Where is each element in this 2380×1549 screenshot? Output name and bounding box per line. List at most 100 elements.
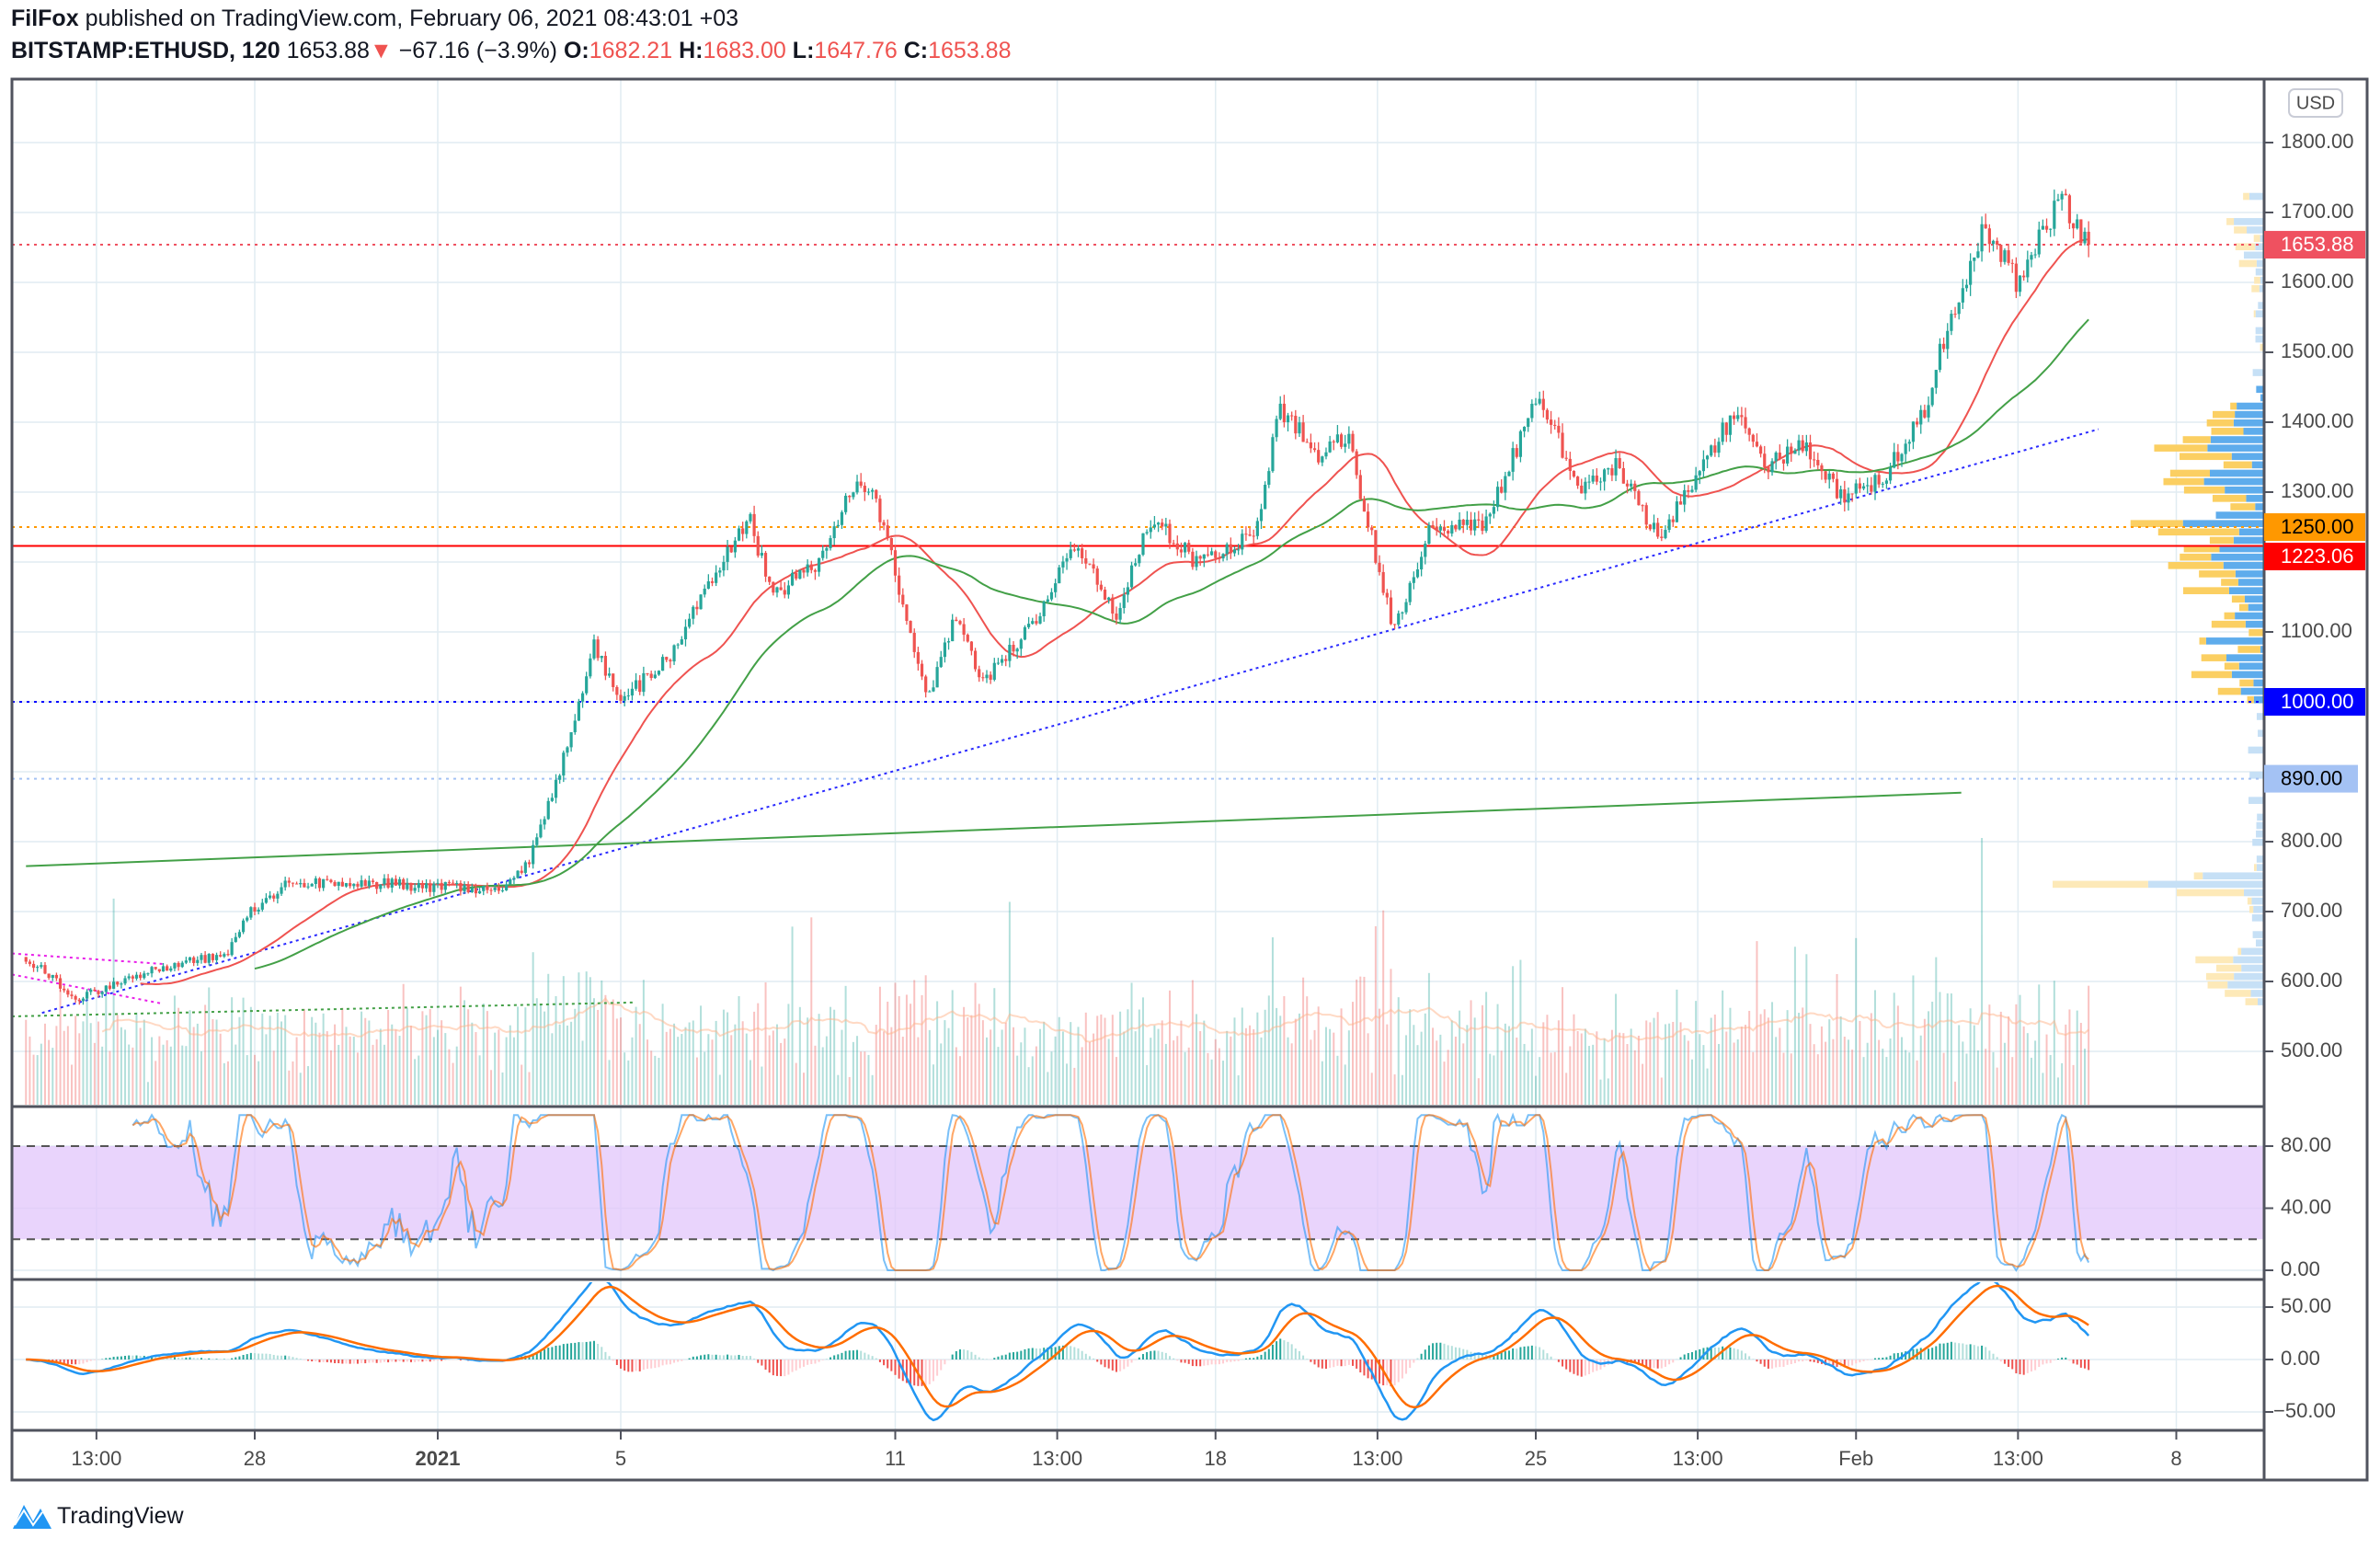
candle	[1736, 407, 1740, 422]
macd-histogram-bar	[871, 1356, 874, 1360]
volume-bar	[356, 1052, 359, 1105]
candle-body	[2010, 262, 2014, 264]
candle-body	[1152, 524, 1157, 528]
candle-body	[969, 641, 974, 651]
candle	[1564, 451, 1568, 462]
candle-body	[1092, 564, 1095, 569]
macd-histogram-bar	[1061, 1345, 1064, 1360]
volume-bar	[1976, 1050, 1979, 1105]
candle	[577, 698, 580, 721]
candle	[146, 972, 150, 976]
candle	[1549, 410, 1553, 434]
candle-body	[592, 639, 596, 659]
volume-bar	[2003, 1042, 2006, 1105]
author-name[interactable]: FilFox	[11, 6, 79, 31]
macd-histogram-bar	[654, 1360, 657, 1369]
candle-body	[352, 883, 356, 887]
price-axis-label: 500.00	[2281, 1038, 2342, 1061]
volume-bar	[2045, 1034, 2048, 1105]
candle	[409, 882, 413, 895]
candle	[630, 682, 635, 701]
volume-bar	[1008, 901, 1011, 1105]
macd-histogram-bar	[1462, 1348, 1465, 1360]
macd-histogram-bar	[1516, 1348, 1518, 1360]
candle	[1724, 421, 1728, 442]
candle-body	[1420, 556, 1424, 569]
candle	[573, 714, 577, 735]
candle	[192, 956, 196, 967]
volume-bar	[1596, 1031, 1598, 1105]
volume-bar	[1546, 1015, 1549, 1105]
candle	[1015, 648, 1019, 660]
volume-bar	[1562, 987, 1564, 1105]
volume-bar	[1999, 1011, 2002, 1105]
volume-bar	[1530, 1028, 1533, 1105]
candle-body	[1603, 469, 1607, 482]
candle-body	[893, 550, 898, 576]
volume-profile-up-bar	[2227, 981, 2264, 989]
macd-histogram-bar	[1329, 1360, 1332, 1368]
candle-body	[1557, 425, 1561, 433]
candle	[512, 876, 516, 885]
volume-bar	[1390, 969, 1392, 1105]
candle	[817, 557, 821, 577]
volume-bar	[1779, 1027, 1781, 1105]
candle	[951, 614, 955, 642]
macd-histogram-bar	[82, 1360, 85, 1364]
candle	[74, 994, 77, 1004]
candle-body	[1816, 459, 1820, 465]
candle-body	[268, 895, 272, 899]
volume-bar	[905, 994, 908, 1105]
volume-bar	[604, 994, 607, 1105]
volume-bar	[1150, 1038, 1152, 1105]
candle-body	[1290, 415, 1294, 417]
macd-histogram-bar	[1527, 1346, 1529, 1360]
volume-bar	[864, 1051, 866, 1105]
macd-histogram-bar	[1443, 1343, 1446, 1360]
volume-bar	[387, 1009, 390, 1105]
candle-body	[134, 974, 139, 979]
volume-bar	[993, 988, 996, 1105]
candle-body	[615, 686, 619, 695]
volume-bar	[1450, 1020, 1453, 1105]
high-label: H:	[679, 38, 704, 63]
volume-bar	[40, 1043, 42, 1105]
volume-bar	[1187, 1047, 1190, 1105]
tradingview-logo[interactable]: TradingView	[11, 1501, 184, 1531]
volume-profile-down-bar	[2182, 587, 2229, 594]
candle	[580, 691, 585, 708]
volume-bar	[295, 1037, 298, 1105]
volume-bar	[1347, 1030, 1350, 1105]
volume-profile-down-bar	[2225, 990, 2251, 997]
volume-profile-down-bar	[2238, 259, 2257, 268]
candle-body	[756, 535, 760, 556]
down-arrow-icon: ▼	[369, 38, 393, 63]
volume-bar	[231, 997, 234, 1105]
candle-body	[1431, 524, 1435, 527]
candle-body	[580, 693, 585, 702]
volume-bar	[383, 1044, 385, 1105]
macd-histogram-bar	[833, 1355, 836, 1360]
volume-bar	[1535, 1075, 1537, 1105]
candle-body	[1058, 567, 1061, 584]
candle	[2087, 221, 2090, 258]
volume-profile-up-bar	[2233, 956, 2264, 964]
volume-profile-up-bar	[2253, 905, 2264, 913]
candle-body	[1667, 519, 1671, 531]
candle-body	[878, 499, 882, 522]
volume-bar	[1512, 966, 1515, 1105]
candle	[1145, 529, 1149, 535]
candle	[1328, 435, 1332, 453]
volume-bar	[181, 1045, 184, 1105]
volume-profile-up-bar	[2259, 285, 2264, 293]
volume-bar	[654, 1055, 657, 1105]
candle-body	[1839, 489, 1843, 499]
macd-histogram-bar	[1401, 1360, 1403, 1379]
candle-body	[1282, 403, 1286, 423]
currency-button[interactable]	[2288, 88, 2343, 118]
candle-body	[1728, 415, 1733, 435]
macd-histogram-bar	[1992, 1353, 1995, 1360]
candle-body	[1564, 457, 1568, 459]
volume-bar	[856, 1036, 859, 1105]
